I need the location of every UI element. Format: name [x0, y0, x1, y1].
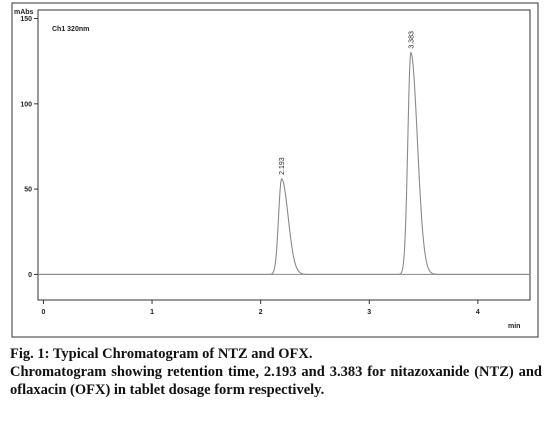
- y-tick-label: 100: [20, 101, 32, 108]
- channel-label: Ch1 320nm: [52, 26, 89, 33]
- plot-area: [37, 9, 531, 301]
- peak-label: 3.383: [408, 31, 415, 49]
- peak-label: 2.193: [279, 157, 286, 175]
- x-tick-label: 1: [150, 309, 154, 316]
- x-axis: 0 1 2 3 4: [41, 300, 480, 316]
- y-tick-label: 0: [28, 272, 32, 279]
- caption-body: Chromatogram showing retention time, 2.1…: [10, 364, 542, 398]
- chromatogram-trace: [38, 51, 530, 275]
- chromatogram-figure: mAbs Ch1 320nm min 0 50 100 150 0 1 2 3 4 2.193…: [11, 2, 539, 338]
- y-tick-label: 50: [24, 187, 32, 194]
- y-tick-label: 150: [20, 16, 32, 23]
- figure-caption: Fig. 1: Typical Chromatogram of NTZ and …: [10, 345, 542, 399]
- caption-title: Fig. 1: Typical Chromatogram of NTZ and …: [10, 346, 313, 362]
- x-tick-label: 0: [41, 309, 45, 316]
- y-axis-unit: mAbs: [14, 9, 34, 16]
- x-axis-unit: min: [508, 323, 520, 330]
- y-axis: 0 50 100 150: [20, 16, 38, 279]
- peak-labels: 2.193 3.383: [279, 31, 415, 175]
- x-tick-label: 2: [259, 309, 263, 316]
- x-tick-label: 3: [367, 309, 371, 316]
- x-tick-label: 4: [476, 309, 480, 316]
- chromatogram-chart: mAbs Ch1 320nm min 0 50 100 150 0 1 2 3 4 2.193…: [11, 2, 539, 338]
